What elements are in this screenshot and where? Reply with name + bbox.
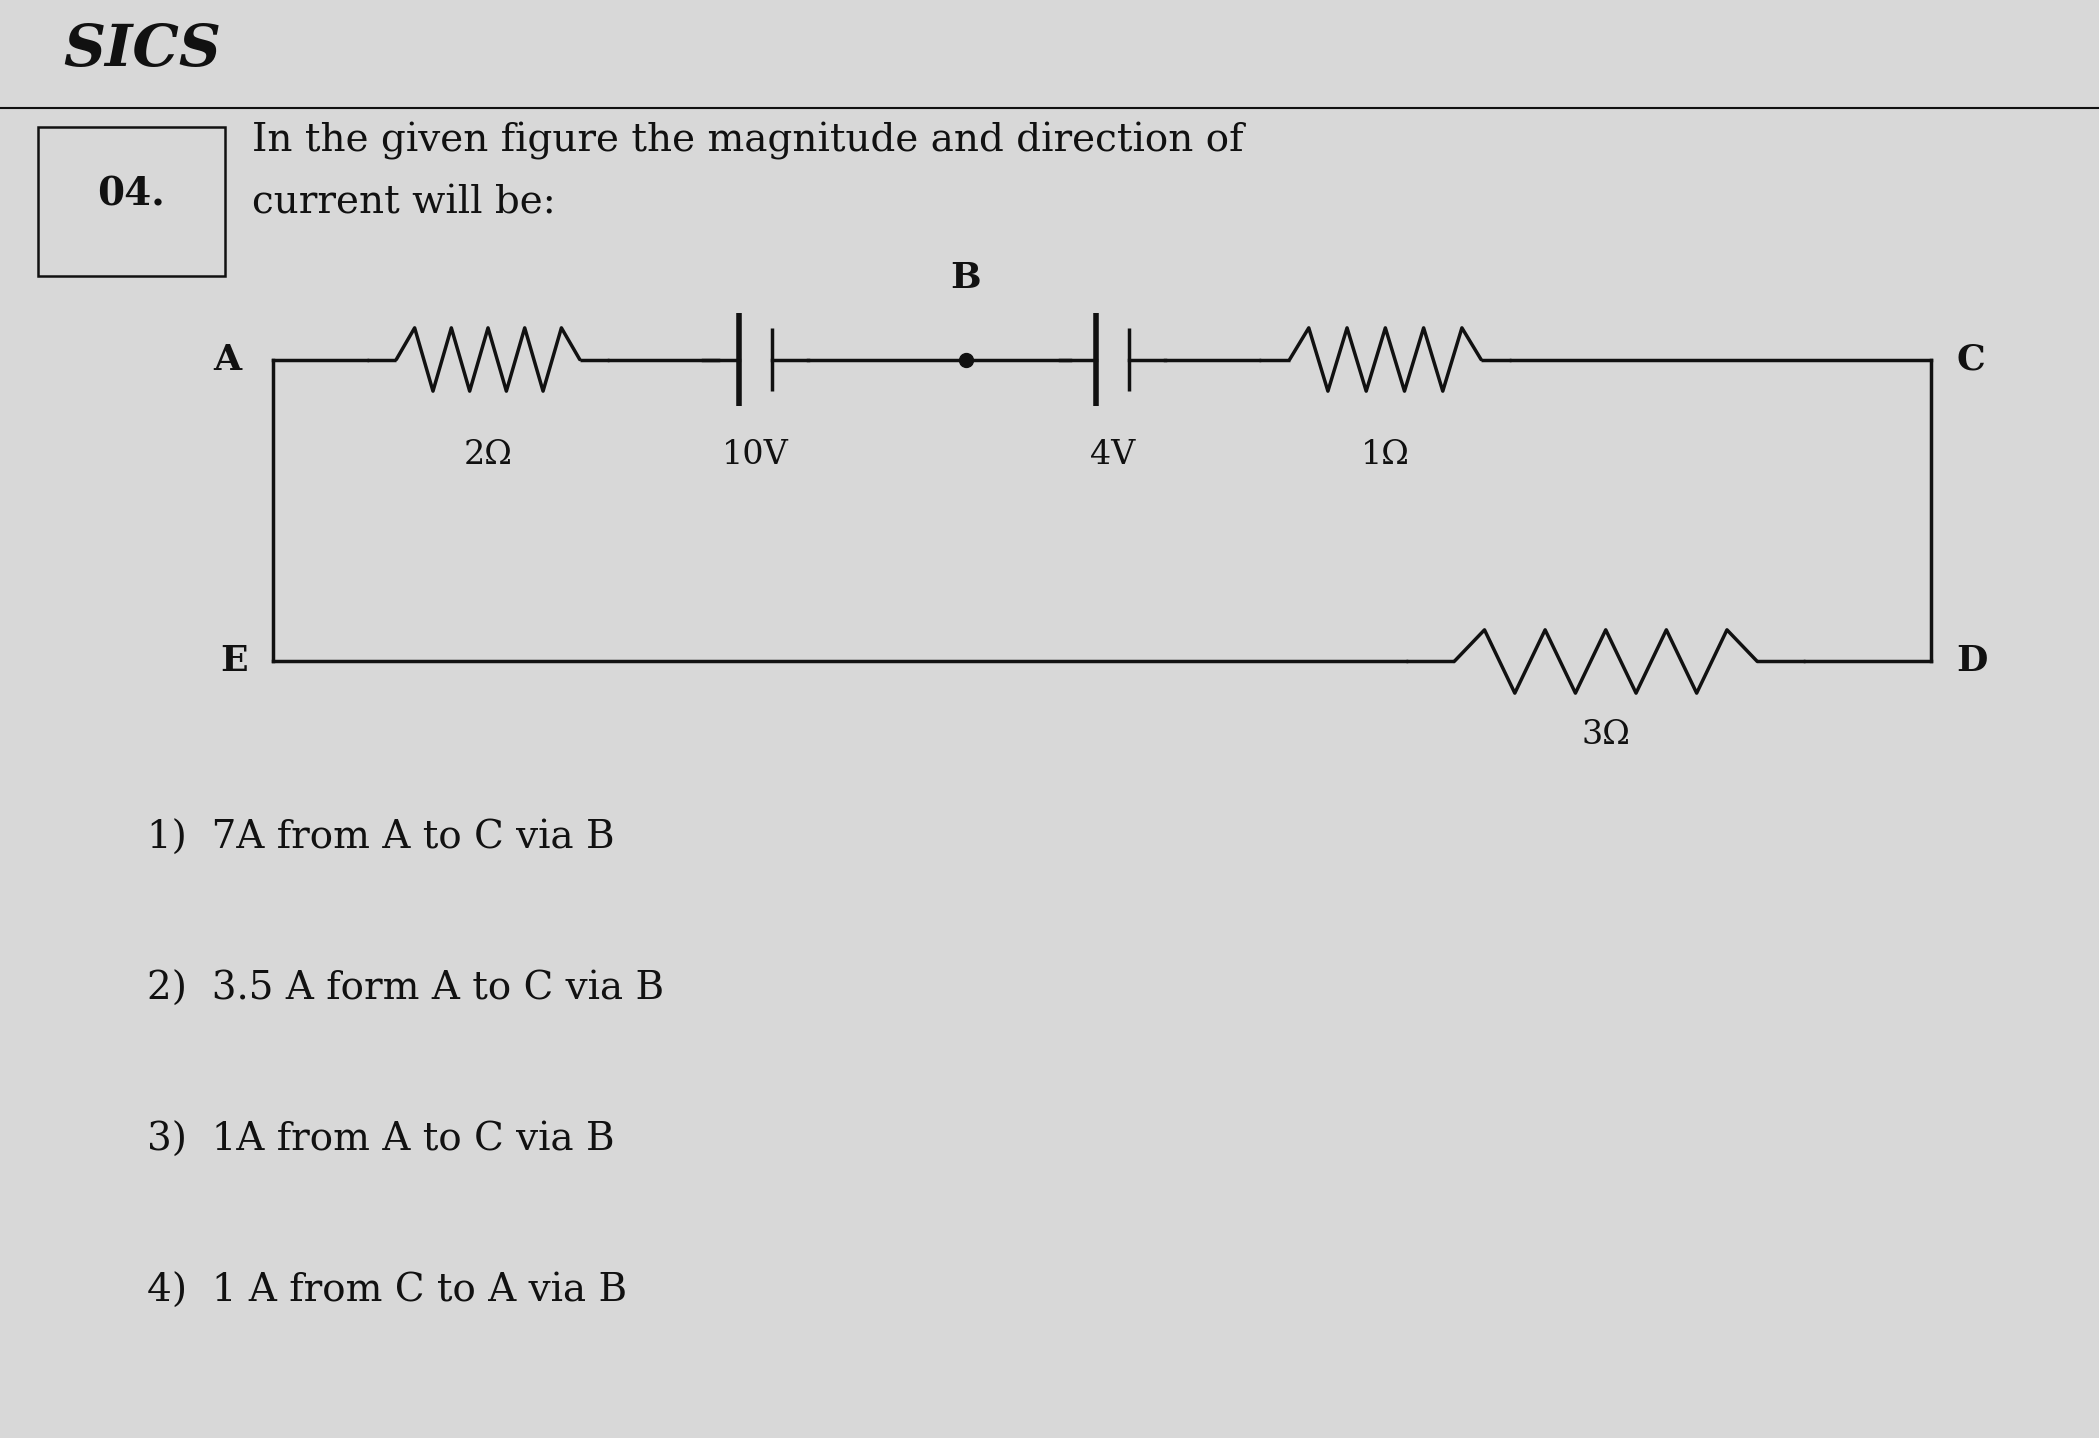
Text: 2Ω: 2Ω xyxy=(464,439,512,470)
Text: current will be:: current will be: xyxy=(252,184,556,221)
Text: A: A xyxy=(214,342,241,377)
Text: C: C xyxy=(1956,342,1986,377)
Text: 1)  7A from A to C via B: 1) 7A from A to C via B xyxy=(147,820,615,857)
Text: 04.: 04. xyxy=(97,175,166,213)
Text: 3Ω: 3Ω xyxy=(1581,719,1631,751)
Text: E: E xyxy=(220,644,248,679)
Text: 2)  3.5 A form A to C via B: 2) 3.5 A form A to C via B xyxy=(147,971,663,1008)
Text: D: D xyxy=(1956,644,1988,679)
Text: SICS: SICS xyxy=(63,22,220,78)
Text: 10V: 10V xyxy=(722,439,789,470)
Text: 3)  1A from A to C via B: 3) 1A from A to C via B xyxy=(147,1122,615,1159)
Text: 4)  1 A from C to A via B: 4) 1 A from C to A via B xyxy=(147,1273,628,1310)
Text: 4V: 4V xyxy=(1089,439,1136,470)
Text: In the given figure the magnitude and direction of: In the given figure the magnitude and di… xyxy=(252,122,1243,160)
Text: B: B xyxy=(951,260,980,295)
Text: 1Ω: 1Ω xyxy=(1360,439,1411,470)
